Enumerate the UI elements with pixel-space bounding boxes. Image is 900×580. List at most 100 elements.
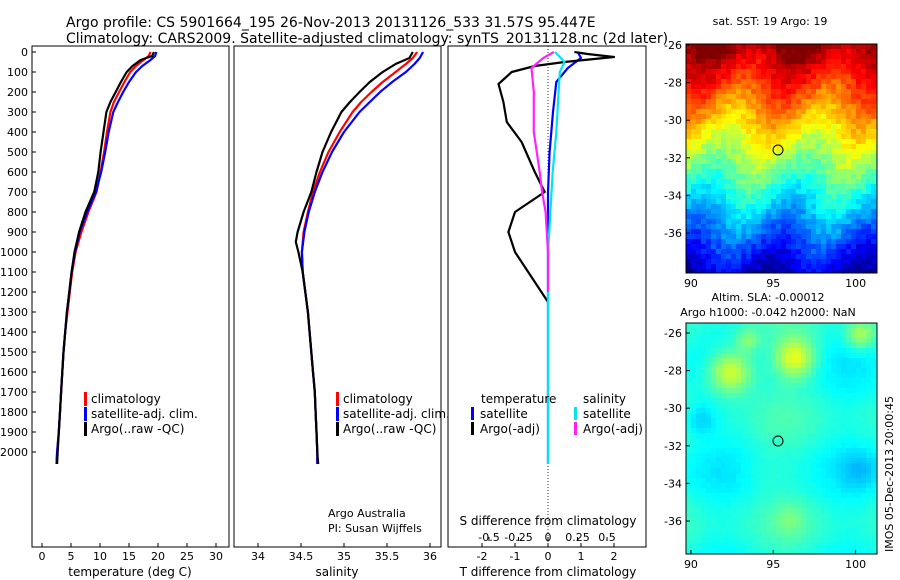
sst-cell <box>701 59 707 65</box>
sst-cell <box>826 44 832 50</box>
sla-cell <box>816 533 822 539</box>
sla-cell <box>836 328 842 334</box>
sst-cell <box>846 199 852 205</box>
sst-cell <box>791 124 797 130</box>
sla-cell <box>696 433 702 439</box>
sla-cell <box>806 538 812 544</box>
sst-cell <box>866 114 872 120</box>
sst-cell <box>801 219 807 225</box>
sla-cell <box>746 513 752 519</box>
sst-cell <box>711 49 717 55</box>
sst-cell <box>776 164 782 170</box>
sla-cell <box>846 373 852 379</box>
sla-cell <box>846 433 852 439</box>
sst-cell <box>846 99 852 105</box>
sst-cell <box>766 54 772 60</box>
sla-cell <box>866 508 872 514</box>
sla-cell <box>761 348 767 354</box>
sla-cell <box>851 488 857 494</box>
sla-cell <box>836 438 842 444</box>
sst-cell <box>801 64 807 70</box>
sst-cell <box>756 204 762 210</box>
sst-cell <box>826 94 832 100</box>
sst-cell <box>756 209 762 215</box>
sst-cell <box>861 164 867 170</box>
sla-cell <box>836 348 842 354</box>
sst-cell <box>711 254 717 260</box>
sst-cell <box>711 129 717 135</box>
sst-cell <box>756 169 762 175</box>
sla-cell <box>711 483 717 489</box>
sst-cell <box>851 114 857 120</box>
sla-cell <box>841 353 847 359</box>
sla-cell <box>726 458 732 464</box>
sla-cell <box>866 418 872 424</box>
sst-cell <box>776 234 782 240</box>
sla-cell <box>756 433 762 439</box>
sst-cell <box>721 214 727 220</box>
sla-cell <box>801 373 807 379</box>
sla-cell <box>821 403 827 409</box>
sla-cell <box>691 358 697 364</box>
sla-cell <box>686 473 692 479</box>
sst-cell <box>726 129 732 135</box>
sla-cell <box>756 518 762 524</box>
sla-cell <box>816 543 822 549</box>
sst-cell <box>831 149 837 155</box>
sla-cell <box>776 388 782 394</box>
sla-cell <box>826 393 832 399</box>
sla-cell <box>701 413 707 419</box>
sst-cell <box>756 199 762 205</box>
sla-cell <box>721 403 727 409</box>
sst-cell <box>766 59 772 65</box>
sst-cell <box>841 204 847 210</box>
sst-cell <box>766 264 772 270</box>
sla-cell <box>711 443 717 449</box>
sst-cell <box>781 164 787 170</box>
sst-cell <box>741 44 747 50</box>
sla-cell <box>776 378 782 384</box>
sla-cell <box>836 518 842 524</box>
sla-cell <box>706 323 712 329</box>
sst-cell <box>821 194 827 200</box>
sla-cell <box>796 368 802 374</box>
sst-cell <box>736 219 742 225</box>
sla-cell <box>816 323 822 329</box>
sla-cell <box>766 498 772 504</box>
sst-cell <box>756 264 762 270</box>
sla-cell <box>696 533 702 539</box>
sla-cell <box>801 383 807 389</box>
sst-cell <box>841 144 847 150</box>
sla-cell <box>781 528 787 534</box>
sla-cell <box>871 383 877 389</box>
sst-cell <box>701 94 707 100</box>
sst-cell <box>761 199 767 205</box>
sla-cell <box>796 413 802 419</box>
sst-cell <box>721 109 727 115</box>
sla-cell <box>726 493 732 499</box>
sst-cell <box>801 59 807 65</box>
sla-cell <box>761 543 767 549</box>
sst-cell <box>826 264 832 270</box>
sla-cell <box>841 408 847 414</box>
sst-cell <box>856 129 862 135</box>
sla-cell <box>721 328 727 334</box>
sst-cell <box>751 184 757 190</box>
sst-cell <box>866 69 872 75</box>
sst-cell <box>831 249 837 255</box>
sla-cell <box>766 443 772 449</box>
sla-cell <box>711 383 717 389</box>
sla-cell <box>801 328 807 334</box>
sst-cell <box>861 59 867 65</box>
sla-cell <box>726 543 732 549</box>
sst-cell <box>731 209 737 215</box>
sst-cell <box>696 209 702 215</box>
sla-cell <box>806 543 812 549</box>
sla-cell <box>811 498 817 504</box>
sla-cell <box>781 353 787 359</box>
sla-cell <box>701 458 707 464</box>
sla-cell <box>771 463 777 469</box>
sla-cell <box>751 448 757 454</box>
sst-cell <box>856 84 862 90</box>
sst-cell <box>791 69 797 75</box>
